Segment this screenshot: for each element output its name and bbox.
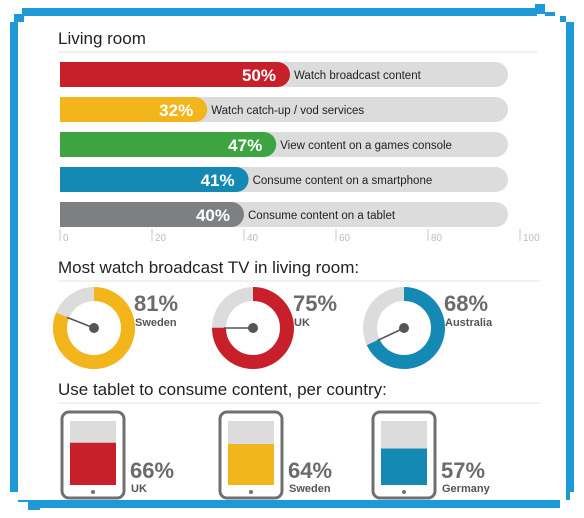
section-title-living-room: Living room (58, 29, 146, 48)
donut-slice (363, 287, 445, 369)
donut-australia: 68%Australia (363, 287, 493, 369)
bar-value-label: 32% (159, 101, 193, 120)
section-title-tablet-use: Use tablet to consume content, per count… (58, 380, 387, 399)
donut-country-label: UK (294, 317, 310, 329)
bar-row: 40% Consume content on a tablet (60, 202, 508, 227)
x-tick-label: 0 (63, 233, 69, 244)
tablet-fill (228, 444, 274, 485)
bar-row: 47% View content on a games console (60, 132, 508, 157)
bar-value-label: 41% (201, 171, 235, 190)
bar (60, 167, 249, 192)
x-tick-label: 60 (339, 233, 351, 244)
x-tick-label: 20 (155, 233, 167, 244)
bar-value-label: 40% (196, 206, 230, 225)
tablet-germany: 57%Germany (371, 410, 491, 500)
tablet-button (91, 490, 95, 494)
donut-sweden: 81%Sweden (53, 287, 178, 369)
tablet-country-label: Germany (442, 483, 491, 495)
donut-hub (399, 323, 409, 333)
donut-uk: 75%UK (212, 287, 337, 369)
tablet-fill (381, 448, 427, 485)
tablet-value-label: 64% (288, 458, 332, 483)
bar (60, 202, 244, 227)
tablet-charts: 66%UK 64%Sweden 57%Germany (60, 410, 491, 500)
tablet-button (402, 490, 406, 494)
donut-value-label: 68% (444, 291, 488, 316)
bar (60, 97, 208, 122)
tablet-country-label: UK (131, 483, 147, 495)
tablet-country-label: Sweden (289, 483, 331, 495)
donut-country-label: Sweden (135, 317, 177, 329)
bar-row: 50% Watch broadcast content (60, 62, 508, 87)
section-title-broadcast-tv: Most watch broadcast TV in living room: (58, 258, 359, 277)
tablet-fill (70, 442, 116, 485)
bar-value-label: 50% (242, 66, 276, 85)
x-tick-label: 100 (523, 233, 540, 244)
tablet-uk: 66%UK (60, 410, 174, 500)
tablet-button (249, 490, 253, 494)
bar-category-label: Watch broadcast content (294, 70, 422, 82)
donut-value-label: 75% (293, 291, 337, 316)
bar-category-label: Consume content on a smartphone (253, 175, 433, 187)
x-tick-label: 40 (247, 233, 259, 244)
donut-hub (89, 323, 99, 333)
bar-row: 32% Watch catch-up / vod services (60, 97, 508, 122)
bar-category-label: Watch catch-up / vod services (211, 105, 364, 117)
donut-country-label: Australia (445, 317, 493, 329)
donut-hub (248, 323, 258, 333)
tablet-value-label: 66% (130, 458, 174, 483)
bar-category-label: View content on a games console (280, 140, 452, 152)
bar (60, 62, 290, 87)
donut-slice (53, 287, 135, 369)
tablet-value-label: 57% (441, 458, 485, 483)
horizontal-bar-chart: 50% Watch broadcast content 32% Watch catch… (60, 62, 508, 227)
bar-value-label: 47% (228, 136, 262, 155)
x-tick-label: 80 (431, 233, 443, 244)
donut-slice (212, 287, 294, 369)
bar-category-label: Consume content on a tablet (248, 210, 396, 222)
tablet-sweden: 64%Sweden (218, 410, 332, 500)
bar-row: 41% Consume content on a smartphone (60, 167, 508, 192)
x-axis: 0 20 40 60 80 100 (59, 229, 540, 244)
bar (60, 132, 277, 157)
donut-value-label: 81% (134, 291, 178, 316)
donut-charts: 81%Sweden 75%UK 68%Australia (53, 287, 493, 369)
